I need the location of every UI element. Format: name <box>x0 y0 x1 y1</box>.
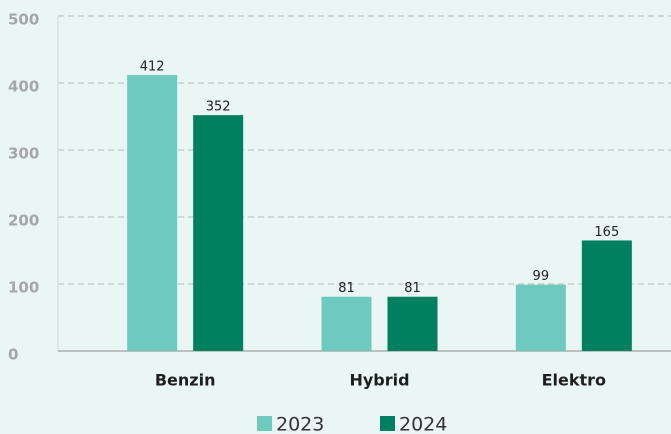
data-label: 81 <box>338 281 355 296</box>
bar <box>321 296 372 351</box>
bar <box>127 74 178 352</box>
y-tick-label: 400 <box>8 78 39 96</box>
data-label: 99 <box>533 269 550 284</box>
legend-label: 2024 <box>399 414 447 434</box>
y-tick-label: 300 <box>8 145 39 163</box>
data-label: 352 <box>206 100 231 115</box>
bar <box>515 284 566 351</box>
bar <box>193 115 244 351</box>
bar <box>387 296 438 351</box>
x-tick-label: Elektro <box>542 371 606 390</box>
data-label: 81 <box>404 281 421 296</box>
x-tick-label: Benzin <box>155 371 216 390</box>
bar <box>581 240 632 351</box>
data-label: 165 <box>594 225 619 240</box>
x-tick-label: Hybrid <box>349 371 409 390</box>
y-tick-label: 200 <box>8 212 39 230</box>
legend-swatch <box>257 416 272 431</box>
data-label: 412 <box>140 59 165 74</box>
y-tick-label: 0 <box>8 346 18 364</box>
legend-label: 2023 <box>276 414 324 434</box>
y-tick-label: 500 <box>8 11 39 29</box>
legend-swatch <box>380 416 395 431</box>
y-tick-label: 100 <box>8 279 39 297</box>
